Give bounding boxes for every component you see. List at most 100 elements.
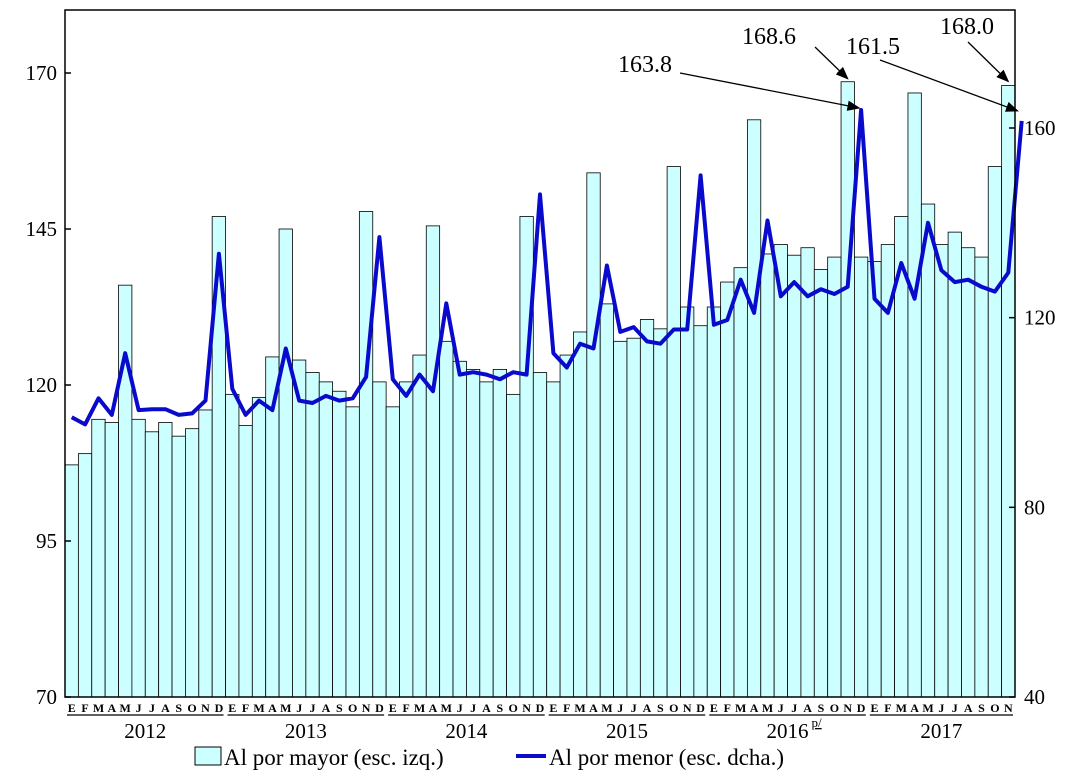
month-tick-label: N — [843, 701, 852, 715]
month-tick-label: E — [549, 701, 557, 715]
annotation-arrow — [679, 72, 861, 111]
annotation-label: 163.8 — [618, 52, 672, 78]
month-tick-label: O — [990, 701, 999, 715]
month-tick-label: M — [441, 701, 452, 715]
month-tick-label: A — [322, 701, 331, 715]
bar — [987, 166, 1003, 698]
annotation-label: 168.0 — [940, 14, 994, 40]
month-tick-label: A — [107, 701, 116, 715]
bar — [385, 406, 400, 698]
month-tick-label: A — [268, 701, 277, 715]
bar — [171, 435, 186, 698]
bar — [64, 464, 79, 698]
month-tick-label: O — [348, 701, 357, 715]
month-tick-label: F — [884, 701, 891, 715]
year-label: 2015 — [606, 719, 648, 743]
month-tick-label: M — [896, 701, 907, 715]
left-tick-label: 95 — [36, 529, 57, 553]
bar — [305, 372, 320, 698]
right-tick-label: 40 — [1024, 685, 1045, 709]
month-tick-label: F — [81, 701, 88, 715]
bar — [318, 381, 334, 698]
bar — [532, 372, 548, 698]
bar — [573, 331, 588, 698]
right-tick-label: 160 — [1024, 116, 1056, 140]
month-tick-label: O — [830, 701, 839, 715]
month-tick-label: A — [589, 701, 598, 715]
bar — [773, 244, 788, 698]
right-tick-label: 80 — [1024, 495, 1045, 519]
month-tick-label: E — [710, 701, 718, 715]
month-tick-label: J — [136, 701, 142, 715]
month-tick-label: N — [1004, 701, 1013, 715]
month-tick-label: M — [574, 701, 585, 715]
year-superscript: p/ — [812, 715, 823, 730]
legend-label-mayor: Al por mayor (esc. izq.) — [224, 745, 444, 770]
bar — [639, 319, 655, 698]
bar — [559, 354, 574, 698]
bar — [251, 397, 267, 698]
month-tick-label: M — [601, 701, 612, 715]
plot-frame — [64, 9, 1016, 698]
legend-bar-swatch — [194, 746, 222, 766]
month-tick-label: A — [429, 701, 438, 715]
left-axis: 70 95 120 145 170 — [26, 61, 71, 709]
annotation-arrow — [879, 59, 1019, 112]
month-tick-label: A — [161, 701, 170, 715]
bar — [653, 328, 668, 698]
bar — [452, 360, 467, 698]
month-tick-label: M — [120, 701, 131, 715]
bar — [506, 393, 521, 698]
bar — [439, 340, 454, 698]
line-series-path — [70, 108, 1024, 427]
bar — [586, 172, 601, 698]
bar — [787, 254, 802, 698]
year-label: 2014 — [445, 719, 488, 743]
bar — [894, 216, 909, 698]
bar — [840, 81, 855, 698]
bar — [733, 267, 748, 698]
month-tick-label: D — [536, 701, 545, 715]
month-tick-label: S — [978, 701, 985, 715]
month-tick-label: N — [683, 701, 692, 715]
bar — [693, 325, 708, 698]
month-tick-label: D — [857, 701, 866, 715]
month-tick-label: F — [563, 701, 570, 715]
bar — [947, 231, 962, 698]
left-tick-label: 120 — [26, 373, 58, 397]
bar — [827, 256, 842, 698]
year-label: 2013 — [285, 719, 327, 743]
left-tick-label: 170 — [26, 61, 58, 85]
month-tick-label: E — [870, 701, 878, 715]
bar — [813, 269, 829, 698]
month-tick-label: F — [724, 701, 731, 715]
bar — [680, 306, 695, 698]
month-tick-label: M — [93, 701, 104, 715]
bar — [613, 340, 628, 698]
bar — [292, 359, 307, 698]
month-tick-label: A — [750, 701, 759, 715]
bar — [1001, 85, 1016, 698]
month-tick-label: N — [522, 701, 531, 715]
bar — [907, 92, 922, 698]
annotation-label: 168.6 — [742, 24, 796, 50]
month-tick-label: D — [215, 701, 224, 715]
bar — [345, 406, 360, 698]
month-tick-label: E — [68, 701, 76, 715]
month-tick-label: J — [938, 701, 944, 715]
bar — [666, 166, 681, 698]
right-tick-label: 120 — [1024, 306, 1056, 330]
month-tick-label: J — [617, 701, 623, 715]
month-tick-label: D — [696, 701, 705, 715]
month-tick-label: O — [509, 701, 518, 715]
bar — [626, 337, 641, 698]
bar — [492, 368, 507, 698]
month-tick-label: F — [242, 701, 249, 715]
month-tick-label: J — [952, 701, 958, 715]
bar — [599, 303, 614, 698]
month-tick-label: O — [669, 701, 678, 715]
bar — [144, 431, 160, 698]
month-tick-label: E — [389, 701, 397, 715]
month-tick-label: J — [631, 701, 637, 715]
